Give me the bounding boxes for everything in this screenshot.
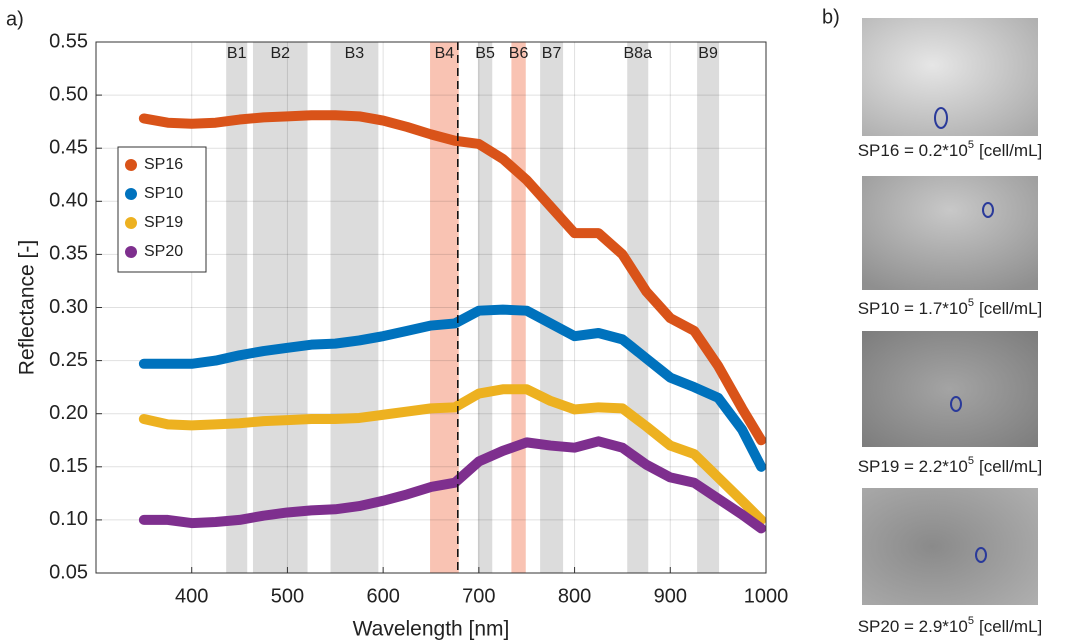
band (697, 42, 720, 573)
legend-marker (125, 246, 137, 258)
y-tick-label: 0.05 (49, 561, 88, 583)
x-tick-label: 700 (462, 585, 495, 607)
band-label: B9 (698, 45, 718, 62)
caption-text: SP19 = 2.2*10 (858, 457, 968, 476)
caption-exponent: 5 (968, 615, 974, 627)
legend-marker (125, 217, 137, 229)
photos (862, 18, 1038, 605)
legend-marker (125, 159, 137, 171)
y-tick-label: 0.50 (49, 83, 88, 105)
y-tick-label: 0.55 (49, 30, 88, 52)
band (627, 42, 649, 573)
caption-text: SP20 = 2.9*10 (858, 617, 968, 636)
panel-label: b) (822, 6, 840, 28)
photo-caption: SP16 = 0.2*105 [cell/mL] (858, 139, 1043, 161)
y-tick-label: 0.40 (49, 190, 88, 212)
caption-unit: [cell/mL] (979, 141, 1042, 160)
series-line (138, 110, 767, 446)
band-label: B1 (227, 45, 247, 62)
photo (862, 488, 1038, 605)
x-tick-label: 800 (558, 585, 591, 607)
legend-label: SP10 (144, 185, 183, 202)
series-line (138, 436, 767, 534)
legend-label: SP20 (144, 243, 183, 260)
band-label: B7 (542, 45, 562, 62)
band-label: B5 (475, 45, 495, 62)
y-tick-label: 0.30 (49, 296, 88, 318)
photo-caption: SP10 = 1.7*105 [cell/mL] (858, 297, 1043, 319)
band (252, 42, 308, 573)
band-label: B3 (345, 45, 365, 62)
y-tick-label: 0.20 (49, 402, 88, 424)
photo-caption: SP20 = 2.9*105 [cell/mL] (858, 615, 1043, 637)
x-tick-label: 400 (175, 585, 208, 607)
legend-label: SP19 (144, 214, 183, 231)
caption-unit: [cell/mL] (979, 299, 1042, 318)
band (330, 42, 379, 573)
y-tick-label: 0.35 (49, 243, 88, 265)
band-label: B6 (509, 45, 529, 62)
x-tick-label: 1000 (744, 585, 789, 607)
photo-detail (934, 107, 948, 129)
x-tick-label: 500 (271, 585, 304, 607)
legend-marker (125, 188, 137, 200)
band-label: B8a (624, 45, 653, 62)
caption-text: SP10 = 1.7*10 (858, 299, 968, 318)
series-line (138, 384, 767, 525)
series-line (138, 304, 767, 472)
caption-exponent: 5 (968, 455, 974, 467)
caption-exponent: 5 (968, 139, 974, 151)
caption-unit: [cell/mL] (979, 617, 1042, 636)
y-tick-label: 0.45 (49, 136, 88, 158)
x-tick-label: 900 (654, 585, 687, 607)
caption-unit: [cell/mL] (979, 457, 1042, 476)
photo (862, 18, 1038, 136)
panel-label: a) (6, 8, 24, 30)
plot-frame (95, 41, 767, 574)
band (226, 42, 248, 573)
caption-exponent: 5 (968, 297, 974, 309)
photo (862, 331, 1038, 447)
y-axis-label: Reflectance [-] (16, 240, 39, 375)
y-tick-label: 0.15 (49, 455, 88, 477)
x-axis-label: Wavelength [nm] (353, 618, 510, 641)
photo-detail (982, 202, 994, 218)
y-tick-label: 0.25 (49, 349, 88, 371)
band-label: B2 (270, 45, 290, 62)
photo-caption: SP19 = 2.2*105 [cell/mL] (858, 455, 1043, 477)
photo-detail (975, 547, 987, 563)
legend-label: SP16 (144, 156, 183, 173)
band-label: B4 (435, 45, 455, 62)
y-tick-label: 0.10 (49, 508, 88, 530)
photo-detail (950, 396, 962, 412)
photo (862, 176, 1038, 290)
caption-text: SP16 = 0.2*10 (858, 141, 968, 160)
x-tick-label: 600 (366, 585, 399, 607)
